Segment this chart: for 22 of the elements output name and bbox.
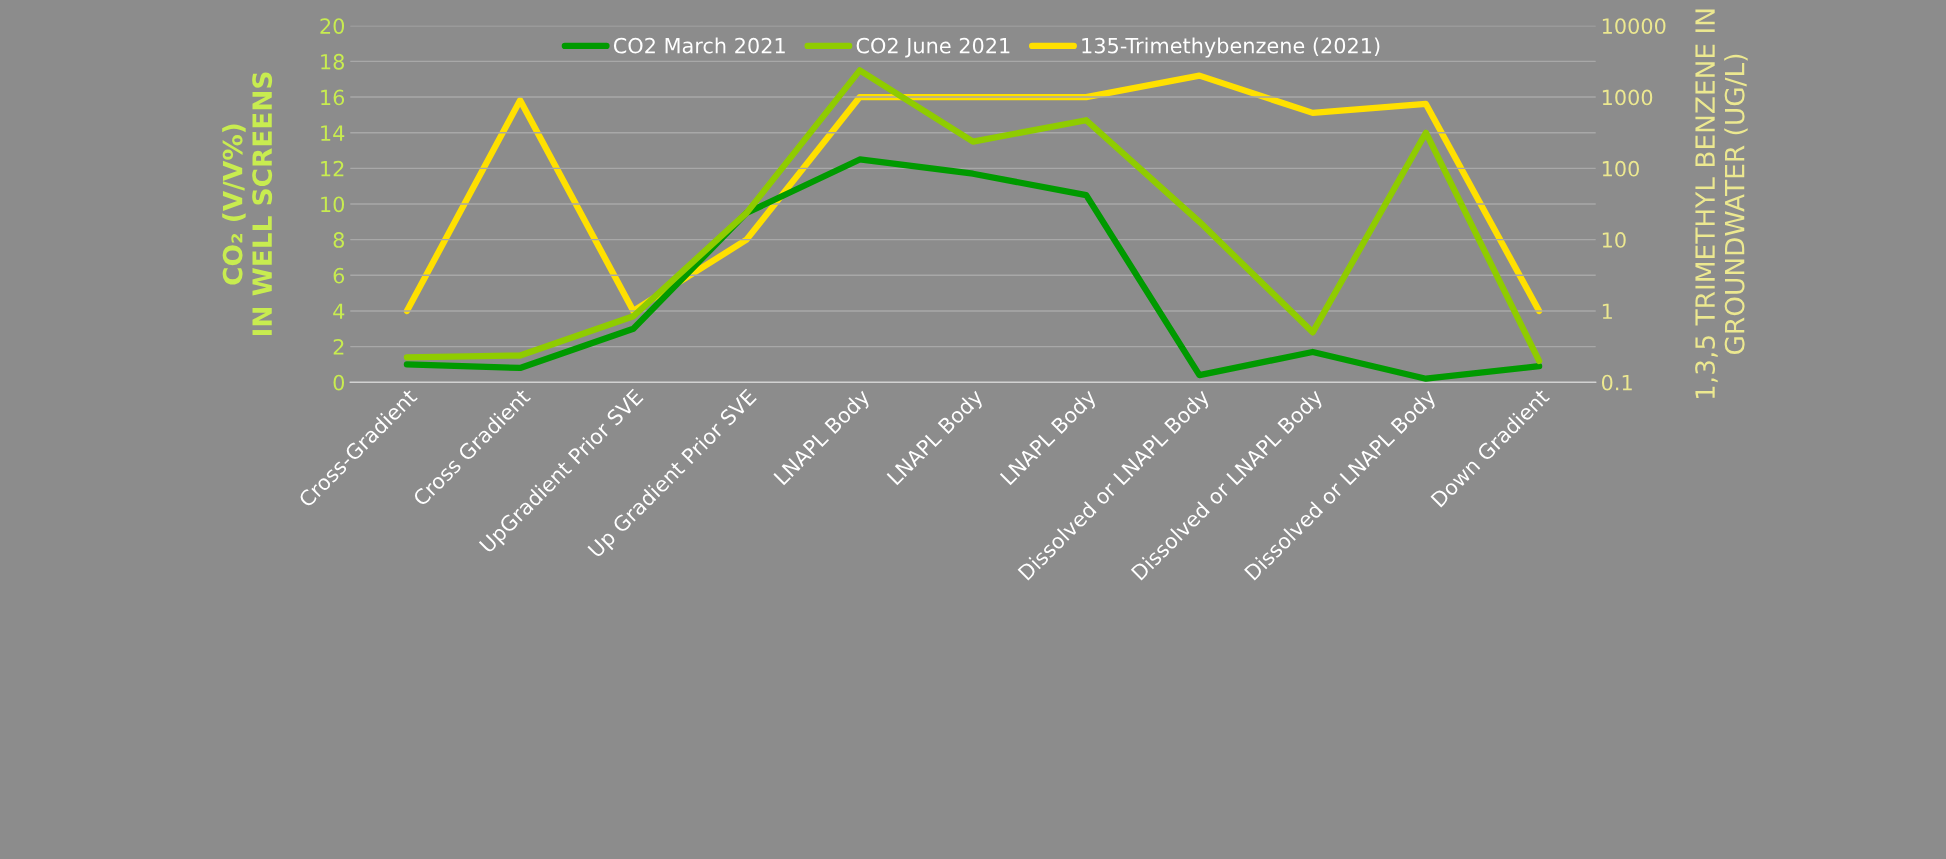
y2-tick-label: 1000 <box>1602 89 1653 106</box>
y-tick-label: 16 <box>321 89 345 106</box>
y-tick-label: 14 <box>321 125 345 141</box>
y-tick-label: 18 <box>321 53 344 70</box>
y2-tick-label: 100 <box>1602 160 1639 177</box>
y-axis-title: CO₂ (V/V%) IN WELL SCREENS <box>222 72 273 336</box>
legend-label: CO2 March 2021 <box>613 37 785 54</box>
legend-label: 135-Trimethybenzene (2021) <box>1082 37 1380 58</box>
y-tick-label: 2 <box>333 339 344 355</box>
y-tick-label: 10 <box>321 196 345 213</box>
y2-axis-title: 1,3,5 TRIMETHYL BENZENE IN GROUNDWATER (UG/L) <box>1695 9 1748 399</box>
y2-tick-label: 1 <box>1602 303 1612 319</box>
y2-tick-label: 10 <box>1602 232 1626 248</box>
y-tick-label: 20 <box>320 18 345 34</box>
y-tick-label: 6 <box>333 267 345 284</box>
y-tick-label: 4 <box>333 303 345 319</box>
legend-label: CO2 June 2021 <box>856 37 1010 58</box>
y-tick-label: 8 <box>333 232 344 248</box>
y2-tick-label: 10000 <box>1602 18 1666 34</box>
y-tick-label: 0 <box>333 374 345 391</box>
y2-tick-label: 0.1 <box>1601 374 1632 391</box>
y-tick-label: 12 <box>321 160 344 177</box>
